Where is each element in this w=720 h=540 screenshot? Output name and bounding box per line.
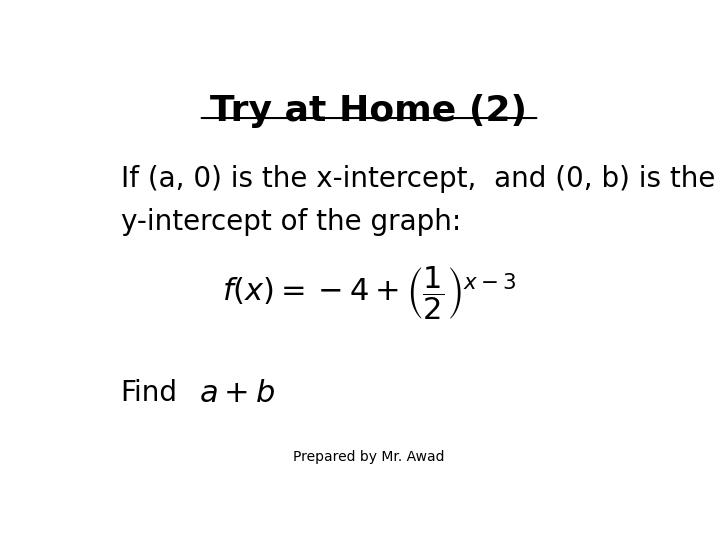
Text: If (a, 0) is the x-intercept,  and (0, b) is the: If (a, 0) is the x-intercept, and (0, b)…	[121, 165, 715, 193]
Text: Find: Find	[121, 379, 178, 407]
Text: y-intercept of the graph:: y-intercept of the graph:	[121, 208, 461, 237]
Text: Try at Home (2): Try at Home (2)	[210, 94, 528, 128]
Text: Prepared by Mr. Awad: Prepared by Mr. Awad	[293, 450, 445, 464]
Text: $f\left(x\right)= -4+\left(\dfrac{1}{2}\right)^{x-3}$: $f\left(x\right)= -4+\left(\dfrac{1}{2}\…	[222, 265, 516, 322]
Text: $a + b$: $a + b$	[199, 379, 275, 408]
